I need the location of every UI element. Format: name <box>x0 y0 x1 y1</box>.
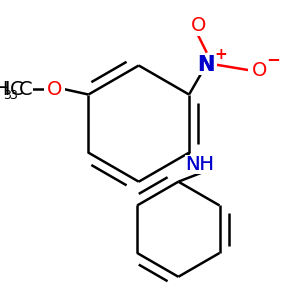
Text: N: N <box>197 55 215 75</box>
Text: C: C <box>10 80 24 99</box>
Text: NH: NH <box>185 155 214 174</box>
FancyBboxPatch shape <box>248 59 270 81</box>
Text: O: O <box>251 61 267 80</box>
Text: H: H <box>0 80 7 99</box>
Text: O: O <box>190 16 206 35</box>
Text: 3: 3 <box>9 89 17 102</box>
FancyBboxPatch shape <box>0 76 33 103</box>
FancyBboxPatch shape <box>188 15 209 36</box>
Text: C: C <box>18 80 32 99</box>
Text: H: H <box>0 80 9 99</box>
Text: +: + <box>214 47 227 62</box>
Text: 3: 3 <box>3 89 11 102</box>
FancyBboxPatch shape <box>196 54 217 75</box>
FancyBboxPatch shape <box>44 79 65 100</box>
Text: N: N <box>197 55 215 75</box>
FancyBboxPatch shape <box>185 155 214 174</box>
Text: NH: NH <box>185 155 214 174</box>
Text: −: − <box>267 50 280 68</box>
Text: O: O <box>46 80 62 99</box>
